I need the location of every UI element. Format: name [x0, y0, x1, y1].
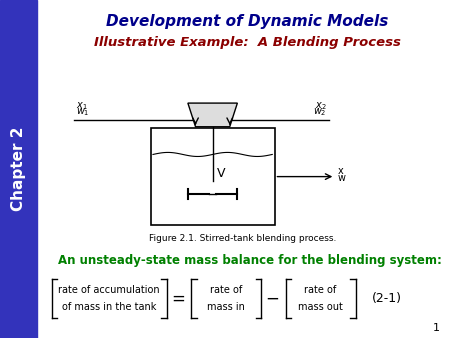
Text: rate of: rate of [305, 285, 337, 295]
Text: mass in: mass in [207, 302, 245, 312]
Bar [0, 0, 37, 338]
Text: Figure 2.1. Stirred-tank blending process.: Figure 2.1. Stirred-tank blending proces… [149, 234, 337, 243]
Text: of mass in the tank: of mass in the tank [62, 302, 156, 312]
Text: −: − [266, 289, 279, 307]
Text: $x_1$: $x_1$ [76, 100, 88, 112]
Text: An unsteady-state mass balance for the blending system:: An unsteady-state mass balance for the b… [58, 255, 442, 267]
Text: mass out: mass out [298, 302, 343, 312]
Text: (2-1): (2-1) [372, 292, 402, 305]
Text: w: w [338, 173, 346, 183]
Text: V: V [217, 167, 226, 180]
Text: 1: 1 [433, 323, 440, 333]
Bar [151, 128, 274, 225]
Text: $w_2$: $w_2$ [313, 106, 326, 118]
Text: x: x [338, 166, 343, 175]
Polygon shape [188, 103, 238, 127]
Text: rate of accumulation: rate of accumulation [58, 285, 160, 295]
Text: Chapter 2: Chapter 2 [11, 127, 26, 211]
Text: Illustrative Example:  A Blending Process: Illustrative Example: A Blending Process [94, 37, 401, 49]
Text: $w_1$: $w_1$ [76, 106, 90, 118]
Text: rate of: rate of [210, 285, 242, 295]
Text: Development of Dynamic Models: Development of Dynamic Models [106, 15, 389, 29]
Text: $x_2$: $x_2$ [315, 100, 326, 112]
Text: =: = [171, 289, 184, 307]
